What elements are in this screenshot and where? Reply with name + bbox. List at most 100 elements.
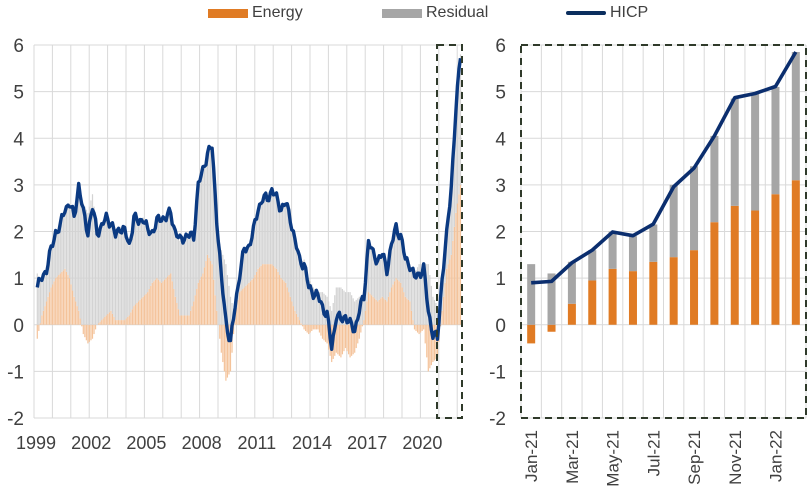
left-residual-bar <box>300 261 302 324</box>
left-energy-bar <box>449 259 451 325</box>
left-energy-bar <box>85 324 87 341</box>
right-y-tick-label: 6 <box>495 36 506 57</box>
left-residual-bar <box>104 220 106 317</box>
left-residual-bar <box>81 201 83 325</box>
left-energy-bar <box>170 273 172 325</box>
left-residual-bar <box>306 271 308 325</box>
left-energy-bar <box>127 316 129 325</box>
right-x-tick-label: Jul-21 <box>644 430 663 476</box>
left-energy-bar <box>335 324 337 353</box>
left-residual-bar <box>403 251 405 293</box>
left-residual-bar <box>78 184 80 311</box>
left-energy-bar <box>93 324 95 335</box>
left-residual-bar <box>167 215 169 277</box>
left-residual-bar <box>153 228 155 282</box>
left-energy-bar <box>243 287 245 325</box>
left-energy-bar <box>81 324 83 327</box>
left-energy-bar <box>41 315 43 325</box>
left-residual-bar <box>67 205 69 276</box>
left-residual-bar <box>265 198 267 265</box>
left-energy-bar <box>142 296 144 325</box>
left-energy-bar <box>427 324 429 372</box>
left-residual-bar <box>98 229 100 324</box>
left-residual-bar <box>116 233 118 321</box>
left-energy-bar <box>102 318 104 325</box>
left-residual-bar <box>393 233 396 282</box>
left-residual-bar <box>418 264 420 325</box>
left-residual-bar <box>110 222 112 311</box>
left-residual-bar <box>277 201 279 272</box>
left-energy-bar <box>147 292 149 325</box>
left-residual-bar <box>36 273 38 325</box>
left-residual-bar <box>231 302 233 325</box>
left-energy-bar <box>223 324 225 372</box>
legend-label-residual: Residual <box>426 4 489 21</box>
left-energy-bar <box>324 324 327 342</box>
left-residual-bar <box>375 257 377 300</box>
left-energy-bar <box>194 295 196 325</box>
left-residual-bar <box>208 150 210 258</box>
left-energy-bar <box>160 282 163 325</box>
left-energy-bar <box>209 261 212 325</box>
left-hicp-line <box>35 58 463 351</box>
right-residual-bar <box>608 231 617 269</box>
left-energy-bar <box>269 264 271 325</box>
left-energy-bar <box>183 315 186 325</box>
left-residual-bar <box>340 287 342 325</box>
left-energy-bar <box>263 264 265 325</box>
left-energy-bar <box>208 257 210 325</box>
left-energy-bar <box>377 301 379 325</box>
left-energy-bar <box>400 282 402 325</box>
left-residual-bar <box>351 295 353 325</box>
left-residual-bar <box>168 214 170 276</box>
left-energy-bar <box>369 293 371 325</box>
left-y-tick-label: 6 <box>13 36 24 57</box>
left-residual-bar <box>47 262 49 297</box>
left-residual-bar <box>430 285 432 325</box>
left-residual-bar <box>449 201 451 260</box>
left-energy-bar <box>167 276 169 325</box>
left-energy-bar <box>259 267 261 325</box>
left-residual-bar <box>64 208 66 269</box>
left-residual-bar <box>50 250 52 288</box>
left-x-tick-label: 1999 <box>16 433 56 453</box>
left-residual-bar <box>56 229 58 277</box>
left-energy-bar <box>130 312 132 325</box>
left-residual-bar <box>45 268 48 302</box>
right-energy-bar <box>567 303 576 325</box>
left-energy-bar <box>121 320 123 325</box>
left-energy-bar <box>101 320 103 325</box>
left-energy-bar <box>134 304 137 325</box>
left-energy-bar <box>88 324 91 342</box>
left-residual-bar <box>58 228 60 276</box>
left-energy-bar <box>423 324 425 330</box>
left-residual-bar <box>137 222 140 302</box>
left-residual-bar <box>260 201 262 266</box>
left-residual-bar <box>139 220 141 300</box>
left-energy-bar <box>361 324 363 327</box>
left-energy-bar <box>148 289 150 325</box>
left-residual-bar <box>228 285 230 325</box>
left-energy-bar <box>387 296 390 325</box>
left-residual-bar <box>452 160 454 241</box>
left-energy-bar <box>346 324 348 352</box>
left-residual-bar <box>283 205 285 282</box>
left-residual-bar <box>294 240 296 311</box>
left-residual-bar <box>170 212 172 274</box>
right-x-tick-label: Jan-22 <box>766 430 785 482</box>
left-residual-bar <box>142 217 144 297</box>
left-residual-bar <box>203 164 206 268</box>
right-energy-bar <box>628 271 637 325</box>
left-residual-bar <box>165 217 167 279</box>
left-energy-bar <box>306 324 308 333</box>
left-residual-bar <box>446 236 448 269</box>
left-residual-bar <box>119 226 121 321</box>
right-y-tick-labels: -2 -1 0 1 2 3 4 5 6 <box>489 36 506 430</box>
left-residual-bar <box>248 245 250 283</box>
left-residual-bar <box>48 256 51 293</box>
right-hicp-line-path <box>531 51 798 285</box>
left-residual-bar <box>62 214 64 271</box>
left-energy-bar <box>415 324 417 331</box>
left-energy-bar <box>367 292 370 325</box>
right-residual-bar <box>649 224 658 262</box>
